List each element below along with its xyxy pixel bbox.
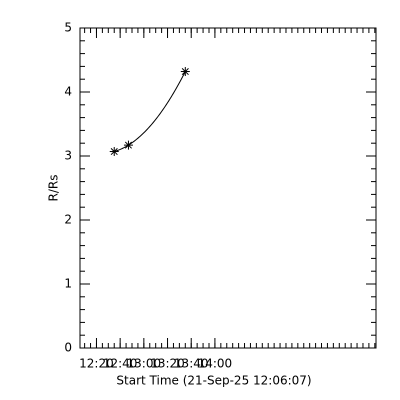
- y-tick-label: 4: [64, 85, 72, 99]
- plot-frame: [79, 27, 377, 349]
- point: [109, 147, 119, 157]
- x-tick-label: 14:00: [198, 357, 233, 371]
- fit-curve: [114, 71, 186, 152]
- y-tick-label: 0: [64, 341, 72, 355]
- x-axis-label: Start Time (21-Sep-25 12:06:07): [116, 374, 311, 388]
- point-stroke: [124, 141, 132, 149]
- point: [180, 67, 190, 77]
- x-tick-label: 12:40: [103, 357, 138, 371]
- y-tick-label: 5: [64, 21, 72, 35]
- x-tick-label: 13:00: [127, 357, 162, 371]
- y-tick-label: 1: [64, 277, 72, 291]
- point-stroke: [181, 67, 189, 76]
- x-tick-label: 13:40: [174, 357, 209, 371]
- point-stroke: [110, 147, 118, 156]
- y-axis-label: R/Rs: [47, 175, 61, 202]
- point: [123, 140, 133, 150]
- y-tick-label: 3: [64, 149, 72, 163]
- x-tick-label: 12:20: [79, 357, 114, 371]
- x-tick-label: 13:20: [150, 357, 185, 371]
- y-tick-label: 2: [64, 213, 72, 227]
